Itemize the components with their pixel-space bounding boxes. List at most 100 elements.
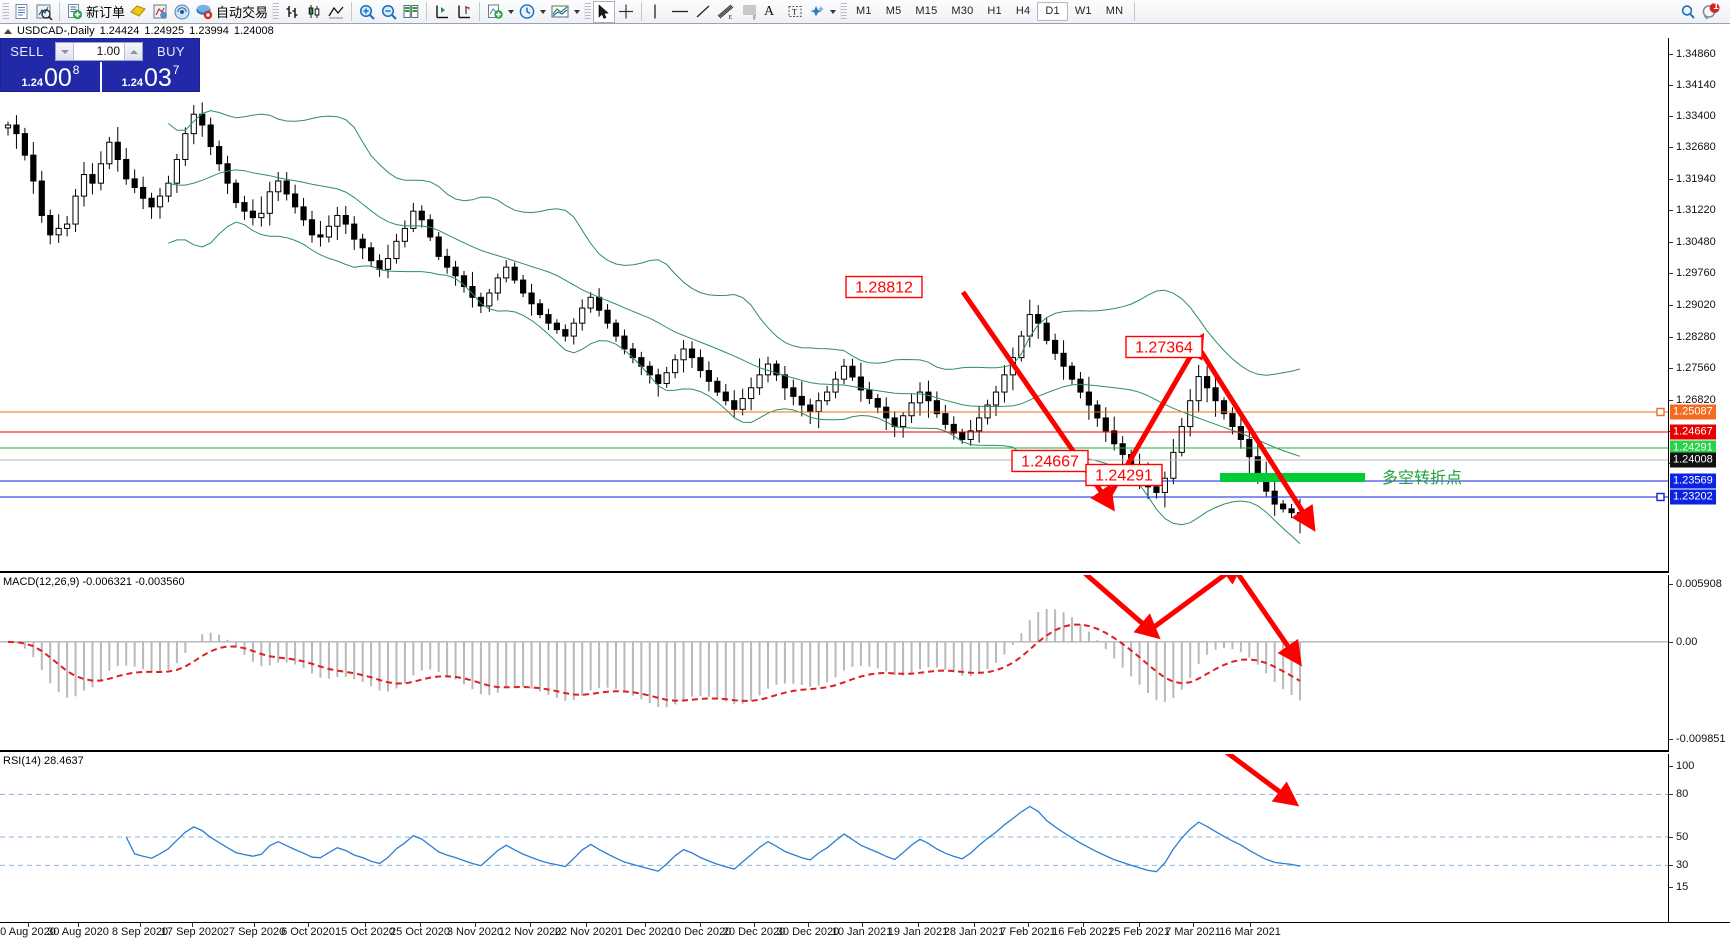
toolbar-divider [59,2,60,21]
price-tick-label: 1.32680 [1676,141,1716,154]
periods-chevron-down-icon[interactable] [540,9,547,14]
price-level-badge[interactable]: 1.23569 [1670,473,1716,489]
toolbar-divider-6 [1134,2,1136,21]
time-axis[interactable]: 0 Aug 2020 30 Aug 2020 8 Sep 2020 17 Sep 20… [0,922,1730,944]
price-tick-label: 1.34140 [1676,78,1716,91]
date-axis-label: 6 Oct 2020 [281,926,335,938]
shift-end-icon[interactable] [431,1,453,23]
zoom-out-icon[interactable] [378,1,400,23]
candlestick-chart-icon[interactable] [303,1,325,23]
strategy-tester-icon[interactable] [149,1,171,23]
rsi-indicator-pane[interactable]: RSI(14) 28.4637 [0,754,1668,922]
equidistant-channel-icon[interactable]: E [714,1,738,23]
volume-decrease-button[interactable] [56,43,74,60]
templates-chevron-down-icon[interactable] [574,9,581,14]
date-axis-tick [254,923,255,927]
axis-tick [1669,273,1673,275]
sell-price-display[interactable]: 1.24 00 8 [1,62,100,92]
new-order-button[interactable]: 新订单 [64,1,127,23]
macd-chart-canvas [0,575,1668,708]
indicators-chevron-down-icon[interactable] [508,9,515,14]
tab-timeframe-h4[interactable]: H4 [1015,5,1031,17]
axis-tick [1669,242,1673,244]
oct-price-row: 1.24 00 8 1.24 03 7 [1,62,199,92]
toolbar-grip-2[interactable] [272,2,280,21]
text-icon[interactable]: A [762,1,784,23]
axis-tick [1669,336,1673,338]
market-watch-icon[interactable] [33,1,55,23]
toolbar-divider-2 [351,2,353,21]
macd-down-2 [1235,575,1302,667]
rsi-axis-scale[interactable]: 100 80 50 30 15 [1668,754,1730,922]
periods-icon[interactable] [516,1,538,23]
volume-stepper[interactable]: 1.00 [55,42,143,61]
tab-timeframe-m1[interactable]: M1 [856,5,872,17]
date-axis-tick [645,923,646,927]
volume-input[interactable]: 1.00 [96,44,120,58]
magnifier-icon[interactable] [1677,1,1699,23]
macd-indicator-pane[interactable]: MACD(12,26,9) -0.006321 -0.003560 [0,575,1668,752]
tab-timeframe-m30[interactable]: M30 [951,5,974,17]
toolbar-grip-4[interactable] [840,2,848,21]
tab-timeframe-mn[interactable]: MN [1105,5,1124,17]
price-level-badge[interactable]: 1.23202 [1670,489,1716,505]
indicators-icon[interactable] [484,1,506,23]
shapes-icon[interactable] [806,1,828,23]
shapes-chevron-down-icon[interactable] [830,9,837,14]
price-axis-scale[interactable]: 1.34860 1.34140 1.33400 1.32680 1.31940 1.312… [1668,38,1730,573]
chart-title-bar: USDCAD-,Daily 1.24424 1.24925 1.23994 1.… [0,24,1730,38]
tab-timeframe-h1[interactable]: H1 [987,5,1002,17]
axis-tick [1669,179,1673,181]
date-axis-tick [28,923,29,927]
price-level-badge[interactable]: 1.24008 [1670,452,1716,468]
sell-button[interactable]: SELL [10,44,44,59]
autoscroll-icon[interactable] [453,1,475,23]
axis-tick [1669,84,1673,86]
support-zone-box [1220,473,1365,482]
axis-tick [1669,766,1673,767]
axis-tick [1669,399,1673,401]
price-chart-pane[interactable]: 1.28812 1.27364 1.24667 1.24291 多空转折点 [0,38,1668,573]
expert-advisor-icon[interactable] [127,1,149,23]
data-window-icon[interactable] [400,1,422,23]
line-chart-icon[interactable] [325,1,347,23]
price-level-badge[interactable]: 1.24667 [1670,424,1716,440]
text-label-icon[interactable]: T [784,1,806,23]
volume-increase-button[interactable] [124,43,142,60]
templates-icon[interactable] [548,1,572,23]
signals-icon[interactable] [171,1,193,23]
bar-chart-icon[interactable] [281,1,303,23]
cursor-icon[interactable] [593,0,616,23]
horizontal-line-icon[interactable] [668,1,692,23]
vertical-line-icon[interactable] [646,1,668,23]
toolbar-grip[interactable] [2,2,9,21]
tab-timeframe-w1[interactable]: W1 [1074,5,1092,17]
chart-symbol-label: USDCAD-,Daily [17,25,95,37]
autotrading-button[interactable]: 自动交易 [193,1,270,23]
trendline-icon[interactable] [692,1,714,23]
price-level-badge[interactable]: 1.25087 [1670,404,1716,420]
chevron-up-icon [129,49,138,54]
date-axis-tick [1139,923,1140,927]
buy-button[interactable]: BUY [157,44,185,59]
one-click-trading-panel[interactable]: SELL 1.00 BUY 1.24 00 8 1.24 03 7 [0,38,200,92]
toolbar-divider-5 [641,2,643,21]
tab-timeframe-m15[interactable]: M15 [915,5,938,17]
date-axis-label: 10 Dec 2020 [668,926,732,938]
chart-expand-icon[interactable] [4,28,12,34]
macd-axis-scale[interactable]: 0.005908 0.00 -0.009851 [1668,575,1730,752]
buy-price-display[interactable]: 1.24 03 7 [100,62,199,92]
price-annotations: 1.28812 1.27364 1.24667 1.24291 [845,275,1203,487]
zoom-in-icon[interactable] [356,1,378,23]
tab-timeframe-d1[interactable]: D1 [1037,2,1068,21]
downtrend-2 [1194,343,1316,532]
new-chart-icon[interactable] [11,1,33,23]
fibonacci-retracement-icon[interactable]: F [738,1,762,23]
toolbar-grip-3[interactable] [584,2,592,21]
notification-bell-icon[interactable]: 1 [1699,1,1722,23]
rsi-chart-canvas [0,754,1668,873]
date-axis-label: 27 Sep 2020 [222,926,286,938]
tab-timeframe-m5[interactable]: M5 [885,5,902,17]
price-level-badge[interactable]: 1.24291 [1670,440,1716,456]
crosshair-icon[interactable] [615,1,637,23]
